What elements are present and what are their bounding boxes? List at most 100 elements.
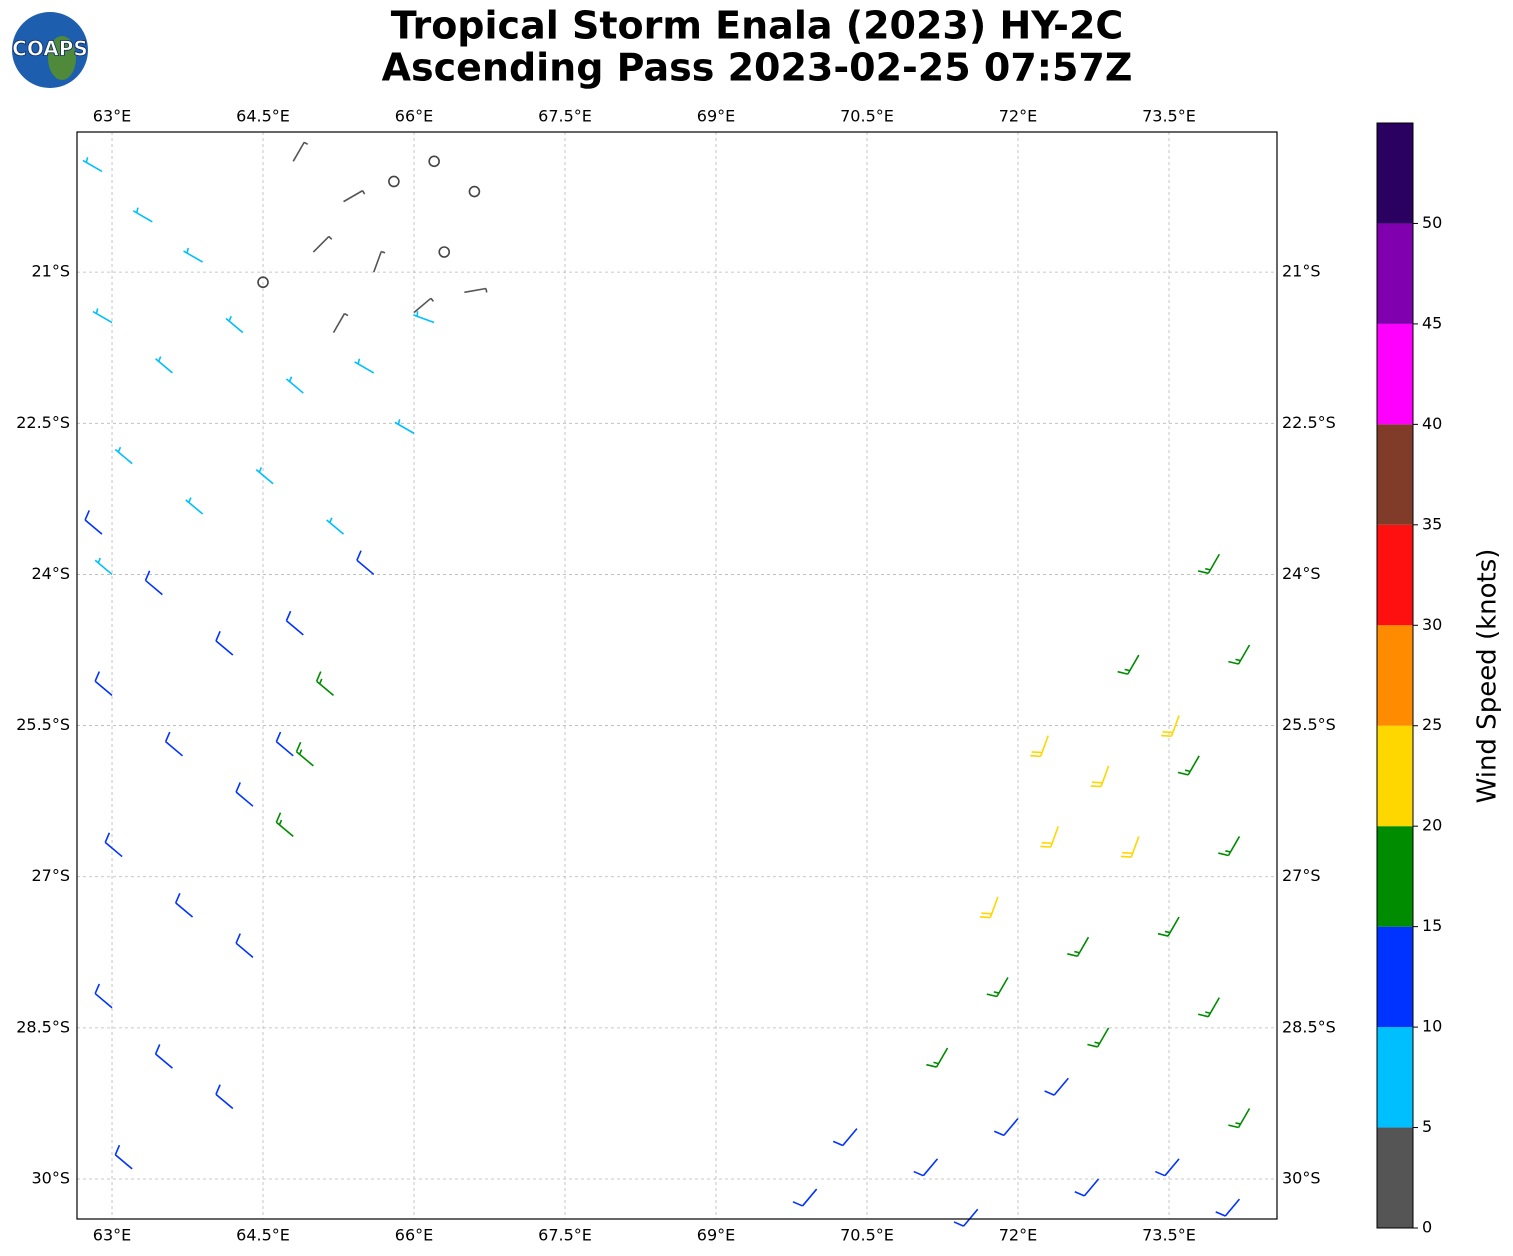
x-tick-label: 70.5°E: [840, 1226, 894, 1245]
colorbar-segment: [1377, 926, 1413, 1028]
wind-barb: [84, 510, 103, 535]
wind-barb: [285, 610, 304, 636]
colorbar-tick-label: 45: [1422, 313, 1442, 332]
wind-barb: [792, 1188, 818, 1207]
colorbar-segment: [1377, 1027, 1413, 1128]
wind-barb: [1087, 1027, 1110, 1048]
wind-barb: [986, 977, 1009, 998]
x-tick-label: 67.5°E: [538, 107, 592, 126]
wind-barb: [292, 141, 309, 162]
wind-barb: [913, 1158, 939, 1177]
colorbar-tick-label: 50: [1422, 213, 1442, 232]
colorbar-segment: [1377, 1127, 1413, 1228]
wind-barb: [1067, 936, 1090, 958]
wind-barb: [413, 311, 435, 324]
colorbar-segment: [1377, 625, 1413, 726]
wind-barb: [275, 812, 294, 838]
y-tick-label: 30°S: [1282, 1168, 1321, 1187]
y-tick-label: 25.5°S: [16, 715, 70, 734]
wind-barb: [1228, 1108, 1251, 1129]
wind-barb: [1215, 1198, 1241, 1217]
y-tick-label: 28.5°S: [1282, 1017, 1336, 1036]
wind-barb: [1161, 715, 1180, 737]
wind-barb: [832, 1128, 858, 1147]
wind-barb: [926, 1047, 949, 1068]
colorbar-segment: [1377, 524, 1413, 626]
colorbar-segment: [1377, 424, 1413, 525]
y-tick-label: 21°S: [31, 262, 70, 281]
wind-barb: [295, 741, 314, 767]
wind-barb: [312, 235, 333, 253]
x-tick-label: 63°E: [93, 107, 131, 126]
wind-barb: [215, 630, 234, 656]
wind-barb: [979, 896, 999, 919]
wind-barb: [326, 517, 345, 535]
colorbar-tick-label: 35: [1422, 514, 1442, 533]
x-tick-label: 69°E: [697, 107, 735, 126]
colorbar-tick-label: 25: [1422, 715, 1442, 734]
wind-barb: [354, 358, 375, 374]
wind-barb: [343, 189, 366, 203]
wind-barb: [235, 782, 254, 807]
wind-barb: [953, 1208, 979, 1227]
wind-barb: [235, 933, 254, 958]
calm-marker: [468, 185, 481, 198]
wind-barb: [92, 308, 113, 324]
x-tick-label: 67.5°E: [538, 1226, 592, 1245]
colorbar-segment: [1377, 826, 1413, 927]
wind-barb: [1074, 1178, 1100, 1197]
colorbar-tick-label: 10: [1422, 1017, 1442, 1036]
colorbar-tick-label: 0: [1422, 1218, 1432, 1237]
wind-barb: [1218, 836, 1241, 857]
wind-barb: [356, 550, 375, 576]
wind-barb: [413, 297, 435, 314]
colorbar-segment: [1377, 323, 1413, 425]
x-tick-label: 64.5°E: [236, 1226, 290, 1245]
wind-barb: [154, 1044, 173, 1069]
chart-subtitle: Ascending Pass 2023-02-25 07:57Z: [382, 46, 1133, 90]
wind-barb: [114, 1144, 133, 1170]
wind-barb: [1177, 755, 1200, 776]
wind-barb: [164, 731, 184, 757]
plot-frame: [76, 131, 1278, 1220]
x-tick-label: 66°E: [395, 1226, 433, 1245]
colorbar-segment: [1377, 725, 1413, 827]
logo-land: [48, 36, 76, 80]
wind-barb: [1155, 1158, 1180, 1177]
colorbar-frame: [1376, 122, 1414, 1229]
wind-barb: [174, 892, 194, 918]
wind-barb: [1044, 1077, 1069, 1096]
wind-barb: [315, 671, 335, 696]
colorbar-tick-label: 15: [1422, 916, 1442, 935]
y-tick-label: 22.5°S: [1282, 413, 1336, 432]
wind-barb: [94, 557, 113, 576]
y-tick-label: 27°S: [31, 866, 70, 885]
wind-barb: [185, 497, 204, 515]
plot-area: [77, 132, 1277, 1227]
wind-barb: [464, 287, 488, 294]
y-tick-label: 30°S: [31, 1168, 70, 1187]
wind-barb: [144, 570, 163, 596]
wind-barb: [993, 1118, 1019, 1137]
wind-barb: [1030, 735, 1049, 758]
calm-marker: [257, 276, 269, 289]
colorbar-segment: [1377, 223, 1413, 324]
colorbar-label: Wind Speed (knots): [1473, 549, 1503, 804]
wind-barb: [1228, 644, 1251, 665]
y-tick-label: 21°S: [1282, 262, 1321, 281]
y-tick-label: 25.5°S: [1282, 715, 1336, 734]
x-tick-label: 69°E: [697, 1226, 735, 1245]
wind-barb: [255, 467, 274, 485]
logo: COAPS: [12, 12, 88, 88]
logo-text: COAPS: [12, 37, 88, 61]
colorbar-tick-label: 20: [1422, 816, 1442, 835]
calm-marker: [438, 246, 451, 258]
x-tick-label: 66°E: [395, 107, 433, 126]
colorbar-tick-label: 40: [1422, 414, 1442, 433]
wind-barb: [275, 731, 294, 757]
x-tick-label: 64.5°E: [236, 107, 290, 126]
y-tick-label: 24°S: [1282, 564, 1321, 583]
y-tick-label: 24°S: [31, 564, 70, 583]
wind-barb: [1157, 916, 1180, 937]
